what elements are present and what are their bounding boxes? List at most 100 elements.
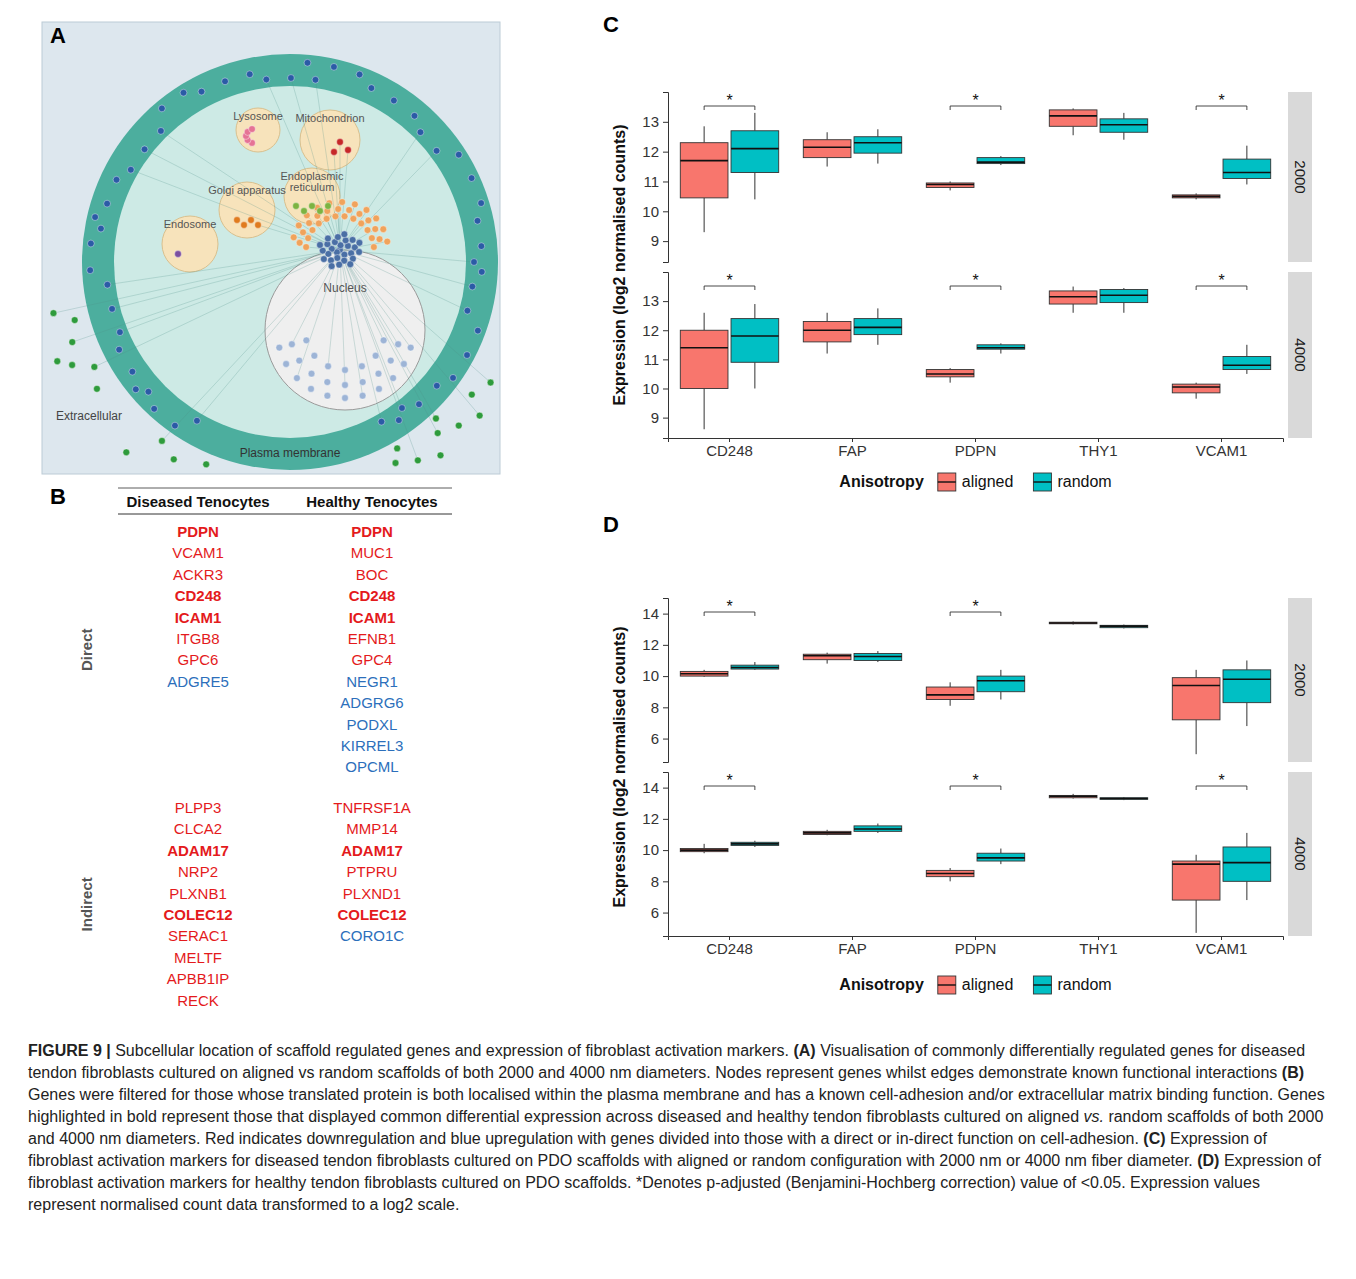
- gene-name: OPCML: [345, 758, 398, 775]
- x-tick-label: THY1: [1079, 442, 1117, 459]
- box: [731, 842, 779, 845]
- panel-d: D681012142000**681012144000***CD248FAPPD…: [603, 512, 1312, 994]
- median: [731, 667, 779, 669]
- interaction-edge: [107, 250, 340, 285]
- box: [1049, 110, 1097, 126]
- y-tick: 12: [642, 636, 668, 653]
- whisker: [950, 682, 951, 687]
- gene-name: APBB1IP: [167, 970, 230, 987]
- panel-letter: B: [50, 484, 66, 509]
- y-tick-mark: [663, 418, 668, 419]
- gene-node: [312, 76, 319, 83]
- gene-node: [50, 310, 57, 317]
- gene-node: [151, 405, 158, 412]
- whisker: [827, 132, 828, 139]
- gene-node: [395, 341, 402, 348]
- median: [977, 857, 1025, 859]
- gene-name: NRP2: [178, 863, 218, 880]
- gene-name: MELTF: [174, 949, 222, 966]
- gene-node: [433, 147, 440, 154]
- gene-node: [434, 430, 441, 437]
- x-tick-label: VCAM1: [1196, 442, 1248, 459]
- interaction-edge: [315, 80, 340, 250]
- interaction-edge: [291, 78, 340, 250]
- compartment-label: Golgi apparatus: [208, 184, 286, 196]
- box: [1100, 119, 1148, 132]
- gene-name: PLXNB1: [169, 885, 227, 902]
- gene-node: [400, 361, 407, 368]
- box: [926, 370, 974, 377]
- significance-label: *: [726, 598, 732, 615]
- panel-a: MitochondrionLysosomeEndoplasmicreticulu…: [42, 22, 500, 474]
- gene-node: [331, 149, 338, 156]
- whisker: [1246, 370, 1247, 374]
- whisker: [877, 308, 878, 318]
- gene-node: [263, 76, 270, 83]
- gene-node: [308, 370, 315, 377]
- gene-name: PDPN: [351, 523, 393, 540]
- gene-node: [478, 200, 485, 207]
- panel-letter: D: [603, 512, 619, 537]
- gene-node: [437, 452, 444, 459]
- gene-name: PTPRU: [347, 863, 398, 880]
- gene-node: [392, 460, 399, 467]
- gene-node: [127, 166, 134, 173]
- y-tick: 10: [642, 667, 668, 684]
- gene-node: [342, 395, 349, 402]
- gene-name: KIRREL3: [341, 737, 404, 754]
- gene-node: [113, 176, 120, 183]
- gene-node: [109, 305, 116, 312]
- box: [1049, 795, 1097, 797]
- median: [680, 673, 728, 675]
- median: [803, 655, 851, 657]
- gene-node: [364, 227, 371, 234]
- caption-segment: (B): [1282, 1064, 1304, 1081]
- x-tick: FAP: [838, 438, 866, 459]
- y-tick: 11: [643, 173, 668, 190]
- y-tick-mark: [663, 913, 668, 914]
- interaction-edge: [307, 215, 340, 250]
- table-rule: [118, 514, 452, 515]
- interaction-edge: [340, 250, 363, 396]
- significance-label: *: [972, 598, 978, 615]
- gene-nodes: [50, 59, 494, 467]
- gene-node: [372, 352, 379, 359]
- gene-node: [320, 256, 327, 263]
- gene-node: [145, 388, 152, 395]
- box: [803, 322, 851, 342]
- gene-name: MUC1: [351, 544, 394, 561]
- whisker: [1246, 703, 1247, 726]
- gene-node: [350, 215, 357, 222]
- box: [803, 654, 851, 659]
- interaction-edge: [266, 80, 340, 250]
- whisker: [1196, 720, 1197, 754]
- interaction-edge: [340, 250, 436, 419]
- compartment-label: Nucleus: [323, 281, 366, 295]
- legend-key: [938, 473, 956, 491]
- gene-node: [311, 352, 318, 359]
- compartment-label: Lysosome: [233, 110, 283, 122]
- whisker: [1246, 833, 1247, 847]
- gene-name: BOC: [356, 566, 389, 583]
- y-tick-label: 6: [651, 904, 659, 921]
- caption-segment: (C): [1143, 1130, 1165, 1147]
- boxes: [680, 287, 1270, 430]
- median: [680, 347, 728, 349]
- gene-node: [293, 203, 300, 210]
- compartment-label: Endoplasmicreticulum: [281, 170, 344, 193]
- box: [1172, 861, 1220, 900]
- gene-node: [222, 78, 229, 85]
- interaction-edges: [53, 78, 490, 460]
- interaction-edge: [145, 149, 340, 250]
- legend-key: [1033, 473, 1051, 491]
- gene-node: [92, 214, 99, 221]
- gene-node: [94, 385, 101, 392]
- median: [731, 148, 779, 150]
- median: [1100, 798, 1148, 800]
- whisker: [754, 304, 755, 319]
- gene-node: [234, 217, 241, 224]
- facet-strip: [1288, 92, 1312, 262]
- median: [1223, 862, 1271, 864]
- y-tick-mark: [663, 881, 668, 882]
- whisker: [1000, 861, 1001, 864]
